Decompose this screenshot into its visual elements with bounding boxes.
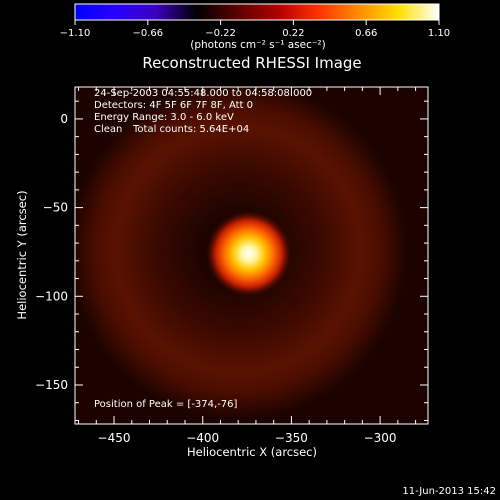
colorbar-tick-label: −1.10 [60, 28, 91, 39]
info-annotations: 24-Sep-2003 04:55:48.000 to 04:58:08.000… [94, 88, 312, 410]
plot-frame [74, 86, 429, 425]
colorbar-ticks: −1.10 −0.66 −0.22 0.22 0.66 1.10 [60, 20, 450, 39]
x-tick-label: −400 [186, 431, 219, 445]
y-axis-label: Heliocentric Y (arcsec) [15, 190, 29, 319]
colorbar-tick-label: 0.22 [282, 28, 304, 39]
detectors-text: Detectors: 4F 5F 6F 7F 8F, Att 0 [94, 100, 253, 111]
peak-source [206, 211, 292, 297]
y-tick-label: 0 [60, 112, 68, 126]
total-counts-text: Total counts: 5.64E+04 [132, 124, 249, 135]
y-tick-label: −50 [43, 201, 68, 215]
y-tick-label: −100 [35, 289, 68, 303]
clean-label: Clean [94, 124, 122, 135]
colorbar-tick-label: −0.66 [132, 28, 163, 39]
colorbar [74, 3, 440, 21]
footer-date: 11-Jun-2013 15:42 [402, 486, 496, 497]
x-axis: −450 −400 −350 −300 [78, 87, 417, 445]
colorbar-unit-label: (photons cm⁻² s⁻¹ asec⁻²) [190, 39, 325, 51]
y-axis: 0 −50 −100 −150 [35, 100, 428, 421]
x-tick-label: −350 [275, 431, 308, 445]
time-range-text: 24-Sep-2003 04:55:48.000 to 04:58:08.000 [94, 88, 312, 99]
heatmap-image [75, 87, 409, 421]
peak-position-text: Position of Peak = [-374,-76] [94, 399, 238, 410]
colorbar-tick-label: 1.10 [428, 28, 450, 39]
energy-range-text: Energy Range: 3.0 - 6.0 keV [94, 112, 234, 123]
x-tick-label: −300 [364, 431, 397, 445]
x-axis-label: Heliocentric X (arcsec) [187, 445, 317, 459]
chart-title: Reconstructed RHESSI Image [142, 54, 361, 72]
colorbar-tick-label: −0.22 [205, 28, 236, 39]
colorbar-tick-label: 0.66 [355, 28, 377, 39]
x-tick-label: −450 [98, 431, 131, 445]
y-tick-label: −150 [35, 378, 68, 392]
